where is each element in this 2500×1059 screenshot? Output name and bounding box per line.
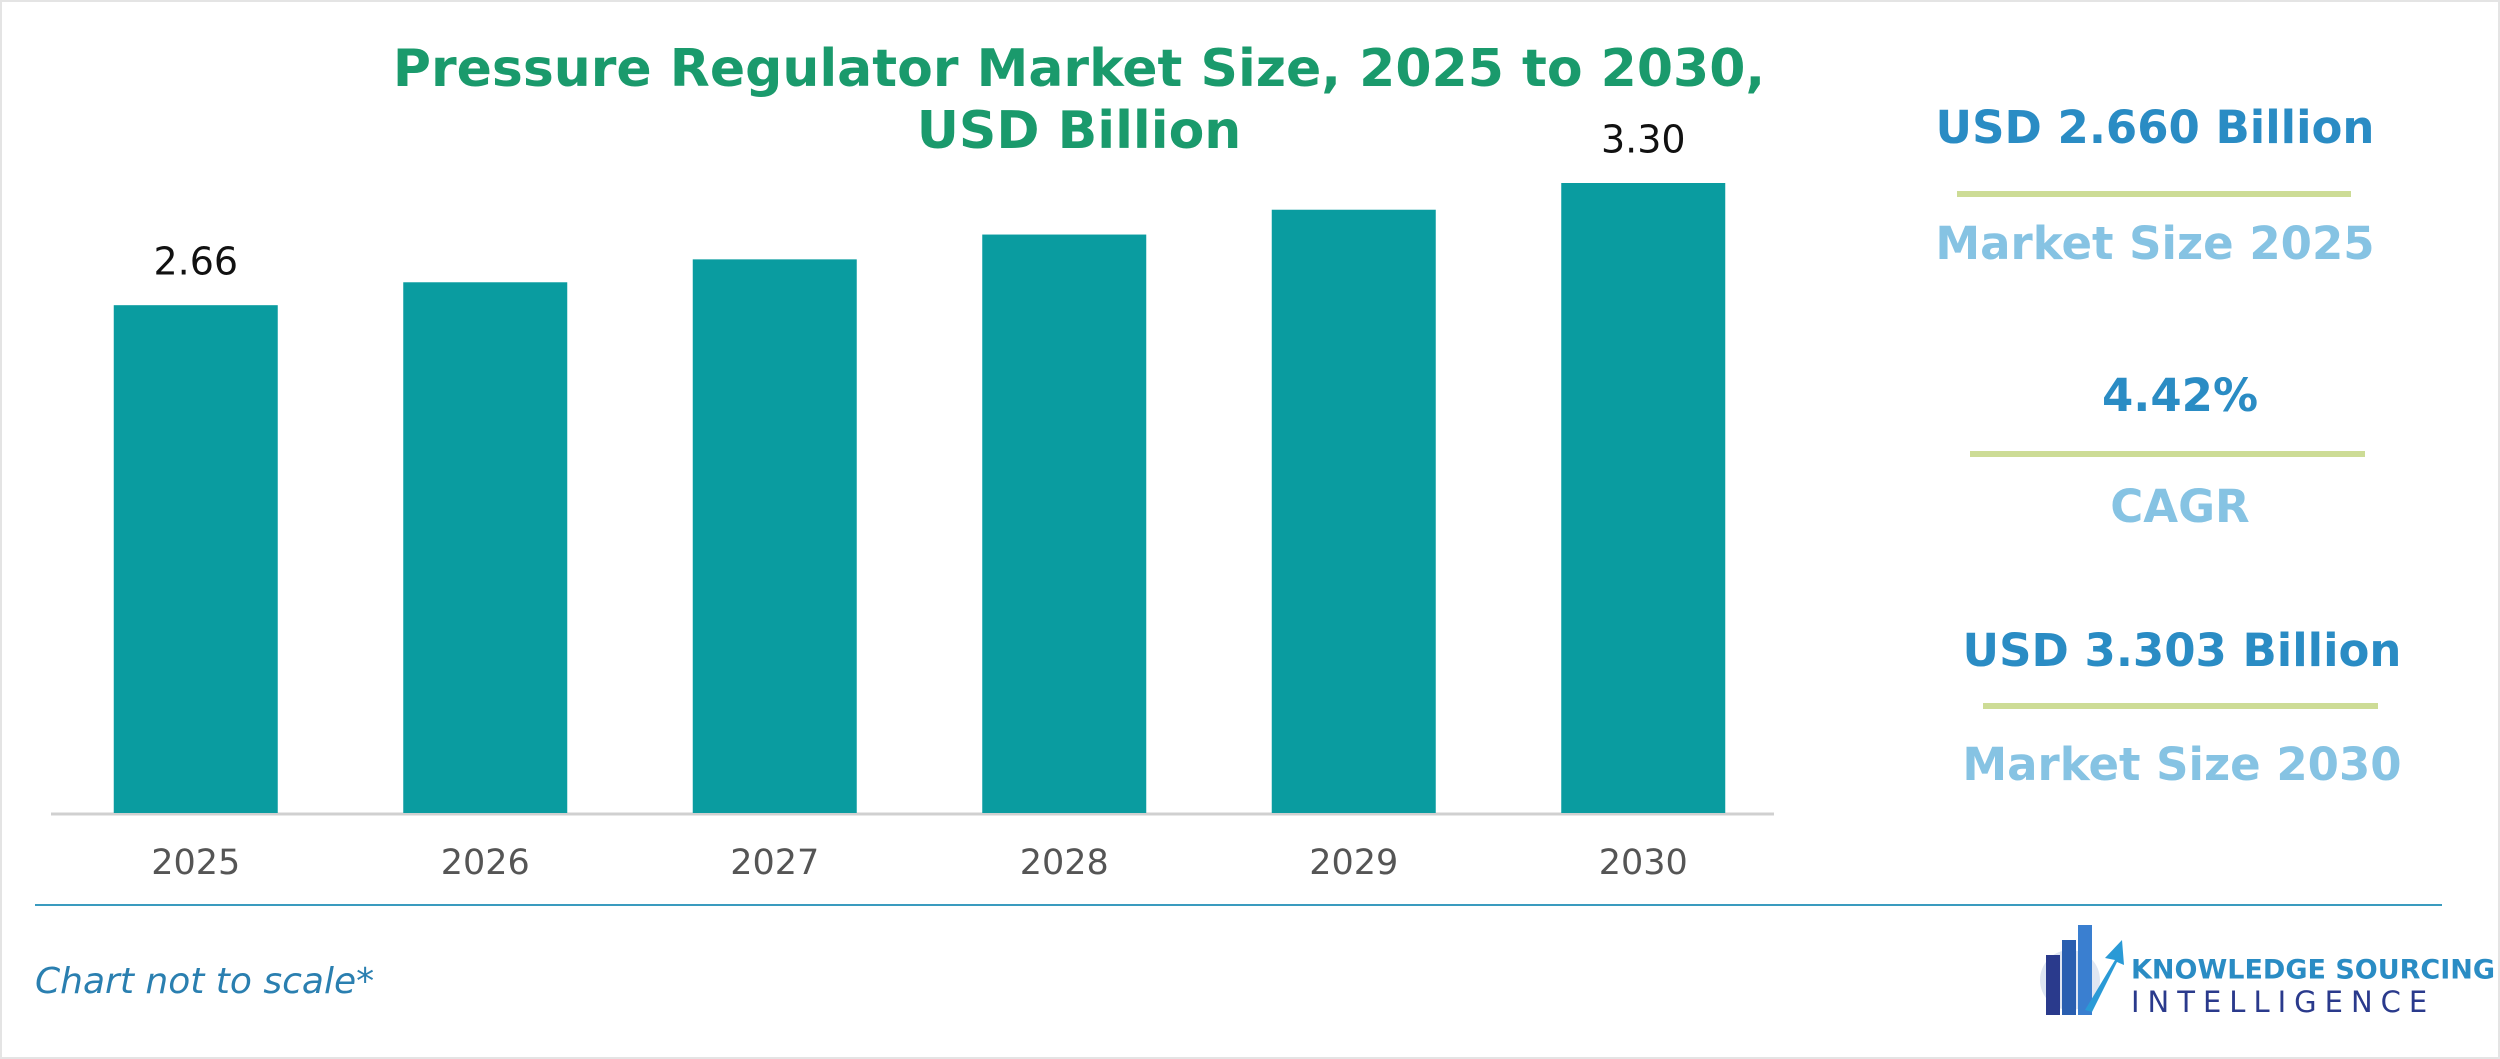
- x-tick-label: 2026: [441, 843, 530, 883]
- value-label: 2.66: [153, 240, 238, 284]
- stat-label: Market Size 2025: [1935, 217, 2374, 270]
- bar: [1561, 183, 1726, 813]
- bar: [1271, 209, 1436, 813]
- bar: [113, 305, 278, 813]
- logo-icon: [2040, 925, 2124, 1015]
- x-tick-label: 2025: [151, 843, 240, 883]
- value-label: 3.30: [1601, 118, 1686, 162]
- stat-label: Market Size 2030: [1962, 738, 2401, 791]
- stat-value: USD 3.303 Billion: [1963, 624, 2402, 677]
- x-tick-label: 2030: [1599, 843, 1688, 883]
- logo-text: KNOWLEDGE SOURCING: [2131, 955, 2495, 986]
- x-tick-label: 2027: [730, 843, 819, 883]
- x-tick-label: 2029: [1309, 843, 1398, 883]
- bar: [403, 282, 568, 814]
- chart-title: USD Billion: [917, 101, 1242, 161]
- stat-label: CAGR: [2110, 480, 2249, 533]
- footnote: Chart not to scale*: [35, 961, 374, 1002]
- bar: [982, 234, 1147, 813]
- chart-title: Pressure Regulator Market Size, 2025 to …: [393, 39, 1765, 99]
- x-tick-label: 2028: [1020, 843, 1109, 883]
- stat-value: 4.42%: [2102, 369, 2258, 422]
- bar: [692, 259, 857, 813]
- logo-text: INTELLIGENCE: [2131, 985, 2435, 1019]
- stat-value: USD 2.660 Billion: [1936, 101, 2375, 154]
